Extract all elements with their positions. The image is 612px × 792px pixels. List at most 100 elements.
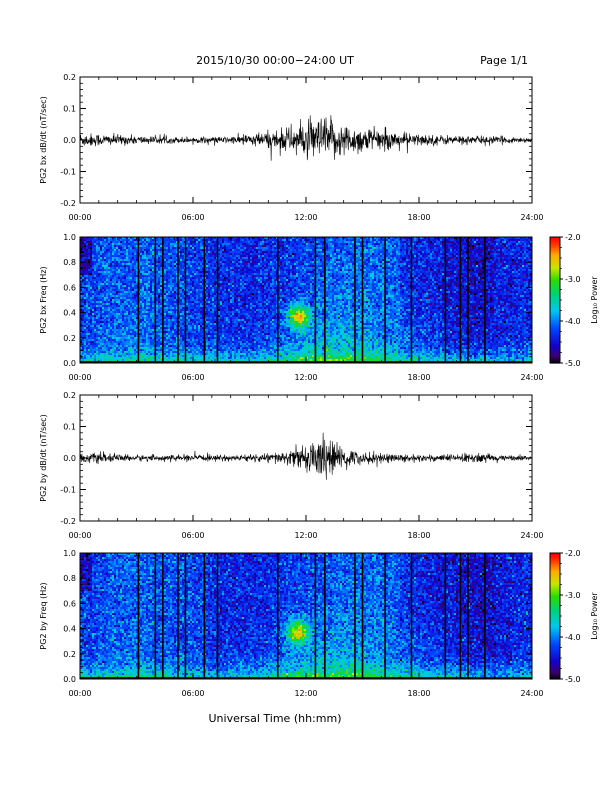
colorbar-swatch <box>550 252 560 255</box>
colorbar-swatch <box>550 268 560 271</box>
colorbar-swatch <box>550 634 560 638</box>
colorbar-swatch <box>550 336 560 339</box>
x-tick-label: 00:00 <box>68 213 91 222</box>
y-axis-label: PG2 bx dB/dt (nT/sec) <box>39 96 48 183</box>
x-tick-label: 12:00 <box>294 531 317 540</box>
colorbar-swatch <box>550 265 560 268</box>
colorbar-swatch <box>550 340 560 344</box>
colorbar-swatch <box>550 661 560 664</box>
x-tick-label: 18:00 <box>407 213 430 222</box>
colorbar-swatch <box>550 576 560 579</box>
colorbar-swatch <box>550 290 560 293</box>
colorbar-swatch <box>550 593 560 597</box>
colorbar-swatch <box>550 671 560 674</box>
colorbar-swatch <box>550 344 560 347</box>
colorbar-swatch <box>550 293 560 296</box>
colorbar-swatch <box>550 560 560 564</box>
y-tick-label: 0.8 <box>63 258 76 267</box>
colorbar-swatch <box>550 623 560 627</box>
colorbar-swatch <box>550 304 560 307</box>
colorbar-swatch <box>550 663 560 666</box>
y-tick-label: 0.4 <box>63 625 76 634</box>
colorbar-swatch <box>550 337 560 340</box>
colorbar-swatch <box>550 333 560 336</box>
colorbar-swatch <box>550 636 560 639</box>
colorbar-swatch <box>550 604 560 608</box>
colorbar-swatch <box>550 274 560 277</box>
y-tick-label: 0.0 <box>63 136 76 145</box>
colorbar-swatch <box>550 345 560 348</box>
y-tick-label: 0.0 <box>63 675 76 684</box>
colorbar-swatch <box>550 553 560 556</box>
colorbar-swatch <box>550 592 560 595</box>
y-tick-label: 1.0 <box>63 549 76 558</box>
colorbar-swatch <box>550 303 560 306</box>
colorbar-swatch <box>550 633 560 636</box>
colorbar-swatch <box>550 658 560 661</box>
colorbar-swatch <box>550 288 560 292</box>
colorbar-swatch <box>550 348 560 351</box>
by-spectrogram-panel: 1.0 0.8 0.6 0.4 0.2 0.0 00:00 06:00 12:00 18:00 24… <box>39 549 544 698</box>
colorbar-swatch <box>550 347 560 350</box>
colorbar: -2.0 -3.0 -4.0 -5.0 Log₁₀ Power <box>549 233 599 368</box>
colorbar-swatch <box>550 309 560 312</box>
colorbar-swatch <box>550 666 560 669</box>
colorbar-swatch <box>550 664 560 667</box>
colorbar-swatch <box>550 263 560 266</box>
colorbar-tick-label: -2.0 <box>565 549 581 558</box>
bx-spectrogram-panel: 1.0 0.8 0.6 0.4 0.2 0.0 00:00 06:00 12:00 18:00 24… <box>39 233 544 382</box>
y-axis-label: PG2 bx Freq (Hz) <box>39 266 48 333</box>
colorbar-swatch <box>550 575 560 578</box>
colorbar-swatch <box>550 614 560 617</box>
colorbar-swatch <box>550 326 560 329</box>
colorbar-swatch <box>550 601 560 604</box>
colorbar-swatch <box>550 284 560 287</box>
colorbar-swatch <box>550 655 560 658</box>
colorbar-swatch <box>550 649 560 652</box>
colorbar-swatch <box>550 311 560 314</box>
colorbar-swatch <box>550 627 560 630</box>
colorbar-tick-label: -4.0 <box>565 317 581 326</box>
x-tick-label: 06:00 <box>181 689 204 698</box>
y-tick-label: -0.2 <box>60 517 76 526</box>
colorbar-swatch <box>550 645 560 649</box>
colorbar-swatch <box>550 266 560 270</box>
y-tick-label: 0.6 <box>63 599 76 608</box>
colorbar-swatch <box>550 581 560 584</box>
colorbar-swatch <box>550 262 560 265</box>
colorbar-swatch <box>550 616 560 619</box>
colorbar-swatch <box>550 628 560 631</box>
page-number: Page 1/1 <box>480 54 528 67</box>
colorbar-swatch <box>550 650 560 653</box>
colorbar-swatch <box>550 342 560 345</box>
colorbar-swatch <box>550 292 560 295</box>
colorbar-swatch <box>550 556 560 559</box>
colorbar-swatch <box>550 620 560 623</box>
colorbar-swatch <box>550 246 560 249</box>
colorbar-swatch <box>550 277 560 281</box>
y-tick-label: 0.0 <box>63 359 76 368</box>
y-axis-label: PG2 by dB/dt (nT/sec) <box>39 414 48 501</box>
x-tick-label: 06:00 <box>181 213 204 222</box>
spectrogram-image <box>80 553 532 679</box>
colorbar-swatch <box>550 282 560 285</box>
bx-waveform-panel: 0.2 0.1 0.0 -0.1 -0.2 00:00 06:00 12:00 18:00 24:… <box>39 73 544 222</box>
colorbar-swatch <box>550 296 560 300</box>
colorbar-swatch <box>550 353 560 356</box>
colorbar-swatch <box>550 238 560 241</box>
colorbar-swatch <box>550 672 560 675</box>
y-tick-label: 0.2 <box>63 650 76 659</box>
spectrogram-image <box>80 237 532 363</box>
colorbar-swatch <box>550 653 560 656</box>
colorbar-swatch <box>550 318 560 322</box>
colorbar-swatch <box>550 260 560 263</box>
colorbar-swatch <box>550 587 560 590</box>
colorbar-swatch <box>550 329 560 333</box>
colorbar-swatch <box>550 325 560 328</box>
colorbar-swatch <box>550 358 560 361</box>
colorbar-swatch <box>550 609 560 612</box>
colorbar-swatch <box>550 589 560 592</box>
y-tick-label: 0.4 <box>63 309 76 318</box>
colorbar-tick-label: -3.0 <box>565 275 581 284</box>
